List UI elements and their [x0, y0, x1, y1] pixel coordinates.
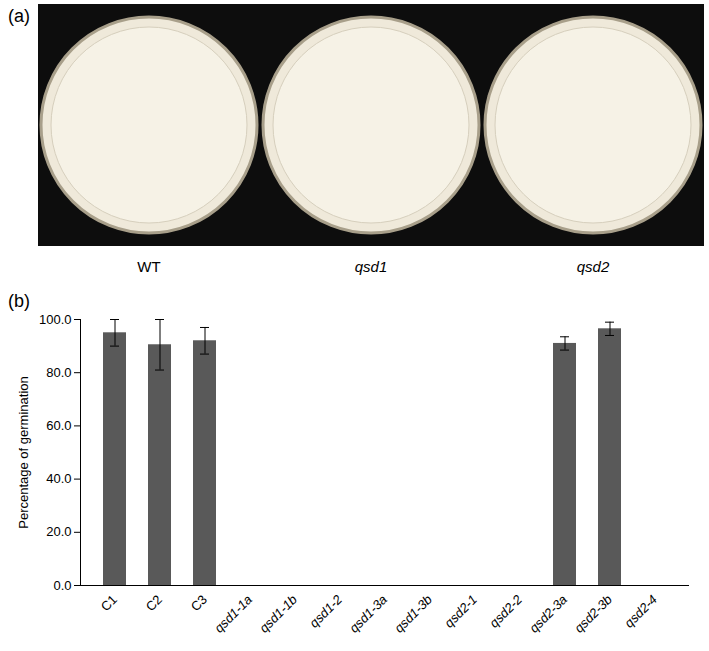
svg-text:qsd2-3a: qsd2-3a: [526, 592, 570, 636]
svg-text:qsd1: qsd1: [355, 258, 388, 275]
svg-text:Percentage of germination: Percentage of germination: [16, 376, 31, 528]
svg-text:60.0: 60.0: [46, 418, 71, 433]
svg-text:80.0: 80.0: [46, 365, 71, 380]
svg-text:qsd1-2: qsd1-2: [306, 591, 345, 630]
svg-text:(a): (a): [8, 6, 30, 26]
svg-text:qsd1-1a: qsd1-1a: [211, 592, 255, 636]
svg-text:qsd1-3b: qsd1-3b: [391, 592, 435, 636]
svg-text:WT: WT: [137, 258, 160, 275]
svg-text:qsd2-4: qsd2-4: [621, 592, 660, 631]
svg-text:qsd1-1b: qsd1-1b: [256, 592, 300, 636]
svg-text:20.0: 20.0: [46, 524, 71, 539]
svg-text:100.0: 100.0: [39, 312, 72, 327]
svg-text:C3: C3: [188, 592, 210, 614]
svg-text:qsd2: qsd2: [577, 258, 610, 275]
svg-text:40.0: 40.0: [46, 471, 71, 486]
svg-text:C1: C1: [98, 592, 120, 614]
html-text:(b): (b): [8, 291, 30, 311]
svg-text:qsd2-3b: qsd2-3b: [571, 592, 615, 636]
svg-text:0.0: 0.0: [53, 578, 71, 593]
svg-text:qsd2-2: qsd2-2: [486, 591, 525, 630]
svg-text:qsd2-1: qsd2-1: [441, 592, 480, 631]
svg-text:C2: C2: [143, 592, 165, 614]
svg-text:qsd1-3a: qsd1-3a: [346, 592, 390, 636]
